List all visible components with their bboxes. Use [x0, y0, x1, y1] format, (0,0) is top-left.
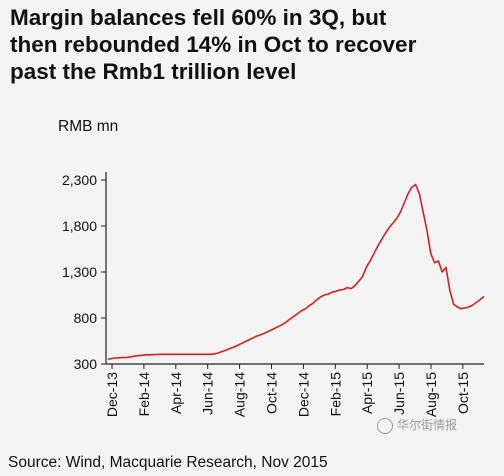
x-tick-label: Aug-15 [423, 372, 439, 417]
chart-title: Margin balances fell 60% in 3Q, but then… [10, 4, 500, 85]
source-note: Source: Wind, Macquarie Research, Nov 20… [8, 454, 328, 471]
x-tick-label: Feb-15 [327, 372, 343, 417]
title-line-2: then rebounded 14% in Oct to recover [10, 32, 417, 57]
y-tick-label: 1,300 [62, 264, 97, 280]
x-tick-label: Dec-13 [104, 372, 120, 417]
watermark: 华尔街情报 [377, 416, 457, 434]
wechat-icon [377, 417, 393, 434]
title-line-1: Margin balances fell 60% in 3Q, but [10, 5, 387, 30]
y-tick-label: 300 [74, 356, 98, 372]
x-tick-label: Dec-14 [295, 372, 311, 417]
x-tick-label: Oct-15 [455, 372, 471, 414]
y-tick-label: 1,800 [62, 218, 97, 234]
x-tick-label: Jun-15 [391, 372, 407, 415]
x-tick-label: Apr-15 [359, 372, 375, 414]
x-tick-label: Feb-14 [136, 372, 152, 417]
x-tick-label: Oct-14 [263, 372, 279, 414]
y-tick-label: 800 [74, 310, 98, 326]
x-axis: Dec-13 Feb-14 Apr-14 Jun-14 Aug-14 Oct-14 Dec-… [104, 363, 484, 417]
x-tick-label: Apr-14 [168, 372, 184, 414]
y-tick-label: 2,300 [62, 172, 97, 188]
y-axis-unit-label: RMB mn [58, 118, 119, 135]
watermark-text: 华尔街情报 [397, 418, 458, 432]
y-axis: 300 800 1,300 1,800 2,300 [62, 172, 107, 372]
title-line-3: past the Rmb1 trillion level [10, 59, 297, 84]
margin-balance-line [107, 183, 485, 361]
x-tick-label: Jun-14 [200, 372, 216, 415]
x-tick-label: Aug-14 [232, 372, 248, 417]
series-layer [107, 183, 485, 361]
